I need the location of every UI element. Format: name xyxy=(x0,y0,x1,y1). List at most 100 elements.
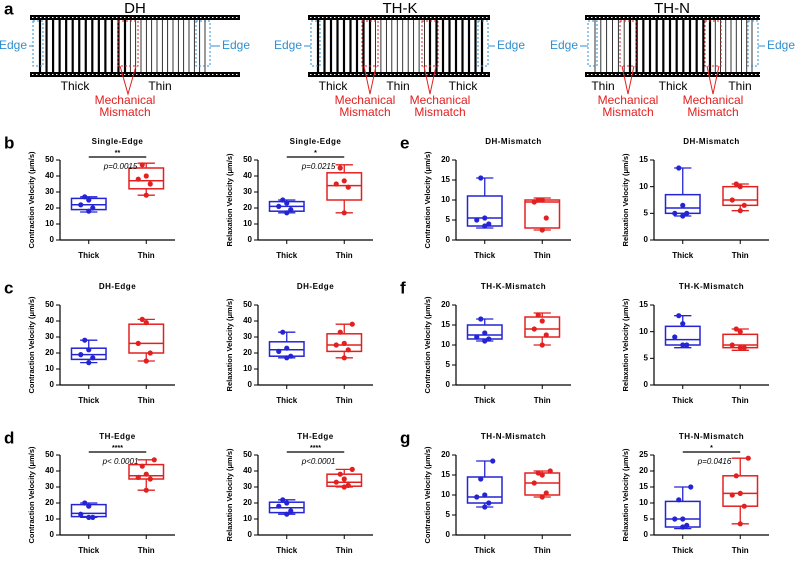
edge-label: Edge xyxy=(550,38,578,52)
y-tick-label: 20 xyxy=(441,155,450,164)
bar-dot xyxy=(120,17,122,18)
bar-dot xyxy=(675,74,677,75)
bar-dot xyxy=(200,17,202,18)
y-tick-label: 0 xyxy=(446,530,451,539)
data-point xyxy=(276,503,282,509)
p-value: p=0.0015 xyxy=(103,162,138,171)
y-tick-label: 10 xyxy=(441,195,450,204)
data-point xyxy=(139,316,145,322)
bar-dot xyxy=(595,17,597,18)
bar-dot xyxy=(651,17,653,18)
chart-title: DH-Edge xyxy=(99,282,136,291)
bar-dot xyxy=(671,74,673,75)
bar-dot xyxy=(358,17,360,18)
data-point xyxy=(676,165,682,171)
data-point xyxy=(147,350,153,356)
data-point xyxy=(486,500,492,506)
y-axis-label: Contraction Velocity (μm/s) xyxy=(423,446,432,544)
bar-dot xyxy=(723,74,725,75)
bar-dot xyxy=(739,74,741,75)
significance-stars: ** xyxy=(115,150,121,157)
region-label: Thin xyxy=(728,79,751,93)
data-point xyxy=(474,217,480,223)
bar-dot xyxy=(88,74,90,75)
bar-dot xyxy=(32,74,34,75)
bar-dot xyxy=(168,74,170,75)
data-point xyxy=(337,329,343,335)
bar-dot xyxy=(599,74,601,75)
x-tick-label: Thin xyxy=(534,396,551,405)
chart-title: DH-Edge xyxy=(297,282,334,291)
data-point xyxy=(737,184,743,190)
y-tick-label: 30 xyxy=(243,332,252,341)
diagram-title: TH-K xyxy=(383,0,418,17)
bar-dot xyxy=(386,17,388,18)
bar-dot xyxy=(410,17,412,18)
bar-dot xyxy=(759,17,761,18)
bar-dot xyxy=(462,17,464,18)
data-point xyxy=(680,524,686,530)
x-tick-label: Thin xyxy=(138,251,155,260)
bar-dot xyxy=(56,74,58,75)
bar-dot xyxy=(370,17,372,18)
bar-dot xyxy=(76,17,78,18)
bar-dot xyxy=(160,74,162,75)
bar-dot xyxy=(663,17,665,18)
mismatch-arrow xyxy=(363,65,377,95)
bar-dot xyxy=(124,74,126,75)
diagram-title: DH xyxy=(124,0,146,17)
bar-dot xyxy=(236,74,238,75)
bar-dot xyxy=(314,17,316,18)
bar-dot xyxy=(232,17,234,18)
bar-dot xyxy=(671,17,673,18)
bar-dot xyxy=(430,17,432,18)
bar-dot xyxy=(128,74,130,75)
bar-dot xyxy=(587,74,589,75)
data-point xyxy=(143,471,149,477)
bar-dot xyxy=(418,74,420,75)
data-point xyxy=(729,492,735,498)
region-label: Thin xyxy=(386,79,409,93)
region-label: Thin xyxy=(591,79,614,93)
y-tick-label: 50 xyxy=(45,155,54,164)
data-point xyxy=(349,466,355,472)
mismatch-label: Mechanical xyxy=(410,93,471,107)
bar-dot xyxy=(482,17,484,18)
panel-label: f xyxy=(400,278,406,297)
mismatch-label: Mechanical xyxy=(335,93,396,107)
bar-dot xyxy=(188,17,190,18)
bar-dot xyxy=(216,74,218,75)
bar-dot xyxy=(310,74,312,75)
bar-dot xyxy=(687,74,689,75)
bar-dot xyxy=(144,74,146,75)
bar-dot xyxy=(647,74,649,75)
bar-dot xyxy=(723,17,725,18)
edge-box xyxy=(32,20,44,67)
bar-dot xyxy=(595,74,597,75)
data-point xyxy=(280,329,286,335)
y-axis-label: Contraction Velocity (μm/s) xyxy=(423,151,432,249)
bar-dot xyxy=(362,74,364,75)
bar-dot xyxy=(675,17,677,18)
box xyxy=(128,463,165,480)
box xyxy=(664,325,701,346)
mismatch-label: Mechanical xyxy=(683,93,744,107)
y-tick-label: 20 xyxy=(243,348,252,357)
chart-title: TH-Edge xyxy=(99,432,135,441)
bar-dot xyxy=(374,74,376,75)
bar-dot xyxy=(731,17,733,18)
bar-dot xyxy=(88,17,90,18)
bar-dot xyxy=(466,74,468,75)
y-tick-label: 15 xyxy=(441,320,450,329)
edge-box xyxy=(195,20,211,67)
bar-dot xyxy=(180,17,182,18)
data-point xyxy=(135,176,141,182)
bar-dot xyxy=(390,74,392,75)
y-tick-label: 20 xyxy=(243,203,252,212)
bar-dot xyxy=(450,17,452,18)
bar-dot xyxy=(643,74,645,75)
bar-dot xyxy=(136,74,138,75)
bar-dot xyxy=(120,74,122,75)
y-tick-label: 0 xyxy=(644,530,649,539)
